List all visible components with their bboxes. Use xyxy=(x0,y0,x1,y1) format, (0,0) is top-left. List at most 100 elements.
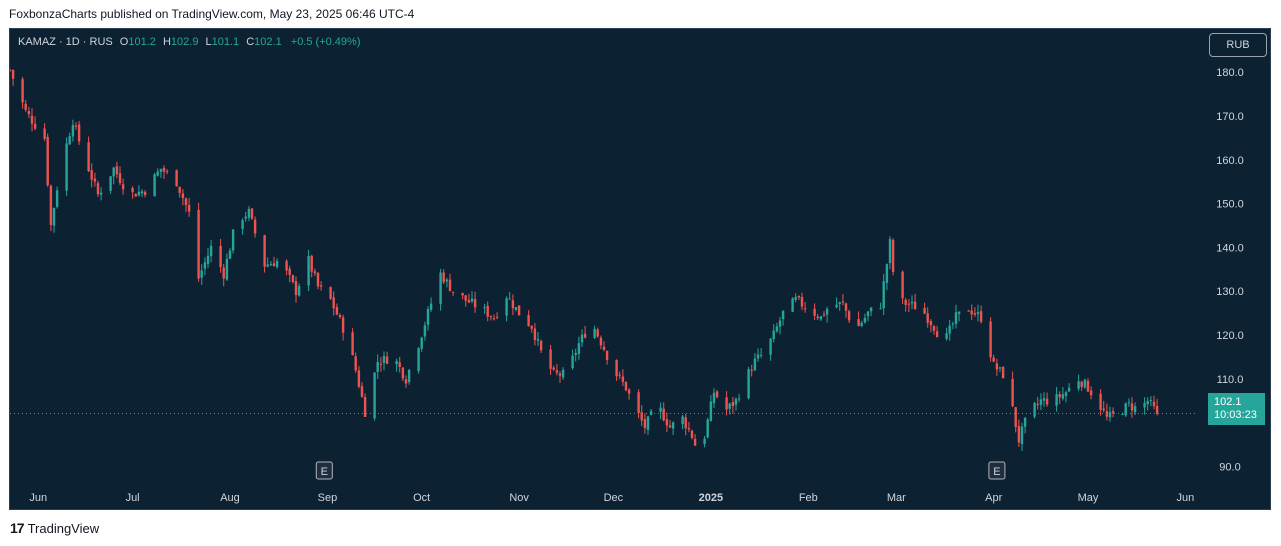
candle xyxy=(665,412,669,432)
candle xyxy=(671,421,675,435)
candle xyxy=(241,218,244,235)
candle xyxy=(175,169,178,187)
candle xyxy=(800,292,804,311)
candle-body xyxy=(112,167,115,177)
candle xyxy=(847,309,851,323)
candle-body xyxy=(121,184,125,190)
candle-body xyxy=(247,208,251,218)
candle-body xyxy=(231,229,235,251)
candle-body xyxy=(10,69,12,71)
candle-body xyxy=(1001,366,1005,379)
candle-body xyxy=(580,334,584,343)
candle xyxy=(115,161,119,178)
candle-body xyxy=(734,398,738,405)
candle xyxy=(945,327,948,341)
candle-body xyxy=(1033,403,1036,417)
candle-body xyxy=(646,416,650,430)
candle xyxy=(332,291,335,316)
candle xyxy=(825,306,829,323)
candle-body xyxy=(244,216,247,219)
candle xyxy=(99,187,103,201)
candle-body xyxy=(954,312,958,324)
candle xyxy=(209,239,213,263)
candle xyxy=(536,332,540,346)
candle-body xyxy=(863,317,867,323)
candle-body xyxy=(382,355,386,364)
candle xyxy=(253,216,257,238)
candle-body xyxy=(49,185,53,225)
candle xyxy=(404,375,408,388)
candle-body xyxy=(395,361,398,365)
candle xyxy=(385,351,389,365)
candle-body xyxy=(228,250,232,259)
candle xyxy=(1083,378,1087,389)
candle-body xyxy=(332,297,335,309)
candle xyxy=(879,302,882,310)
candle xyxy=(451,291,455,296)
candle xyxy=(813,303,816,321)
candle xyxy=(461,292,464,300)
candle xyxy=(231,229,235,254)
candle xyxy=(533,323,537,346)
candle-body xyxy=(187,205,191,212)
symbol-label: KAMAZ · 1D · RUS xyxy=(18,36,113,48)
candle xyxy=(335,303,339,316)
candle xyxy=(285,259,288,276)
candle-body xyxy=(976,312,980,314)
candle-body xyxy=(725,397,728,410)
candle-body xyxy=(517,305,521,316)
time-tick-label: May xyxy=(1078,492,1099,504)
candle xyxy=(338,313,342,319)
candle xyxy=(153,172,156,197)
candle xyxy=(473,291,477,313)
candle xyxy=(492,314,496,321)
candle-body xyxy=(555,370,559,373)
candle-body xyxy=(379,363,383,365)
candle xyxy=(244,211,247,222)
candle xyxy=(860,320,863,328)
candle-body xyxy=(1130,403,1134,411)
candle xyxy=(973,307,977,317)
candle xyxy=(967,309,970,312)
candle-body xyxy=(445,279,449,282)
candle-body xyxy=(659,407,662,412)
earnings-marker: E xyxy=(315,461,333,480)
candle xyxy=(1111,407,1115,418)
currency-button[interactable]: RUB xyxy=(1209,33,1267,57)
candle-body xyxy=(363,397,367,417)
candle-body xyxy=(473,299,477,308)
candle-body xyxy=(1111,411,1115,414)
candle-body xyxy=(599,337,603,346)
footer[interactable]: 17 TradingView xyxy=(10,520,99,536)
candle xyxy=(649,409,653,416)
candle-body xyxy=(992,357,995,362)
candle xyxy=(373,372,376,421)
candle-body xyxy=(156,171,159,176)
candle-body xyxy=(426,309,430,325)
time-tick-label: Nov xyxy=(509,492,529,504)
candle xyxy=(1042,392,1046,407)
candle-body xyxy=(269,264,273,266)
candle-body xyxy=(693,438,697,446)
candle-body xyxy=(935,331,939,338)
candle xyxy=(913,293,917,310)
chart-frame[interactable]: 180.0 170.0 160.0 150.0 140.0 130.0 120.0 110.0… xyxy=(9,28,1271,510)
candle xyxy=(615,359,618,381)
candle-body xyxy=(1023,417,1027,427)
candle xyxy=(511,294,515,316)
candle-body xyxy=(297,285,301,296)
candle-body xyxy=(514,307,518,310)
candle-body xyxy=(175,170,178,187)
candle-body xyxy=(46,137,49,186)
candle-body xyxy=(781,310,785,320)
candle xyxy=(112,166,115,185)
candle xyxy=(715,390,719,399)
candle-body xyxy=(404,379,408,384)
candle-body xyxy=(690,430,694,438)
candle-body xyxy=(797,296,801,298)
candle xyxy=(552,365,555,371)
candle xyxy=(838,301,841,311)
candle-body xyxy=(913,301,917,310)
candle-body xyxy=(747,369,750,399)
candlestick-chart[interactable]: 180.0 170.0 160.0 150.0 140.0 130.0 120.0 110.0… xyxy=(10,29,1272,511)
